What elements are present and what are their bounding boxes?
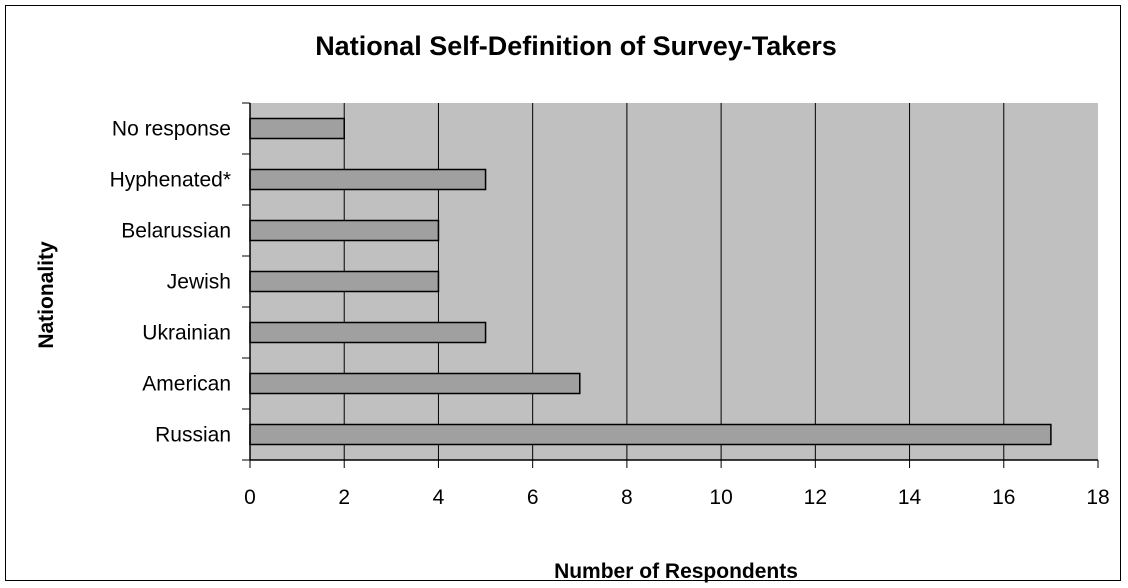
y-tick-label-ukrainian: Ukrainian	[142, 322, 231, 345]
y-tick-label-hyphenated: Hyphenated*	[110, 169, 231, 192]
grid-lines	[343, 103, 1005, 460]
y-tick-labels: Russian American Ukrainian Jewish Belarussia…	[110, 118, 231, 447]
y-tick-label-russian: Russian	[155, 424, 231, 447]
bar-no-response	[249, 117, 345, 140]
x-tick-label-12: 12	[804, 486, 827, 509]
x-tick-label-6: 6	[527, 486, 539, 509]
y-tick-label-american: American	[142, 373, 231, 396]
bar-ukrainian	[249, 321, 487, 344]
x-tick-label-0: 0	[244, 486, 256, 509]
x-tick-label-4: 4	[433, 486, 445, 509]
bar-russian	[249, 423, 1052, 446]
x-tick-label-14: 14	[898, 486, 922, 509]
axes	[242, 102, 1099, 468]
x-tick-label-18: 18	[1086, 486, 1109, 509]
bar-belarussian	[249, 219, 440, 242]
bar-jewish	[249, 270, 440, 293]
x-tick-label-8: 8	[621, 486, 633, 509]
y-tick-label-jewish: Jewish	[167, 271, 231, 294]
x-tick-label-16: 16	[992, 486, 1015, 509]
bar-hyphenated	[249, 168, 487, 191]
y-tick-label-no-response: No response	[112, 118, 231, 141]
chart-title: National Self-Definition of Survey-Taker…	[315, 31, 837, 61]
bar-american	[249, 372, 581, 395]
y-axis-title: Nationality	[35, 241, 58, 349]
bars	[249, 117, 1052, 446]
y-tick-label-belarussian: Belarussian	[121, 220, 231, 243]
x-tick-labels: 0 2 4 6 8 10 12 14 16 18	[244, 486, 1110, 509]
x-tick-label-10: 10	[709, 486, 732, 509]
x-tick-label-2: 2	[338, 486, 350, 509]
x-axis-title: Number of Respondents	[554, 560, 798, 583]
